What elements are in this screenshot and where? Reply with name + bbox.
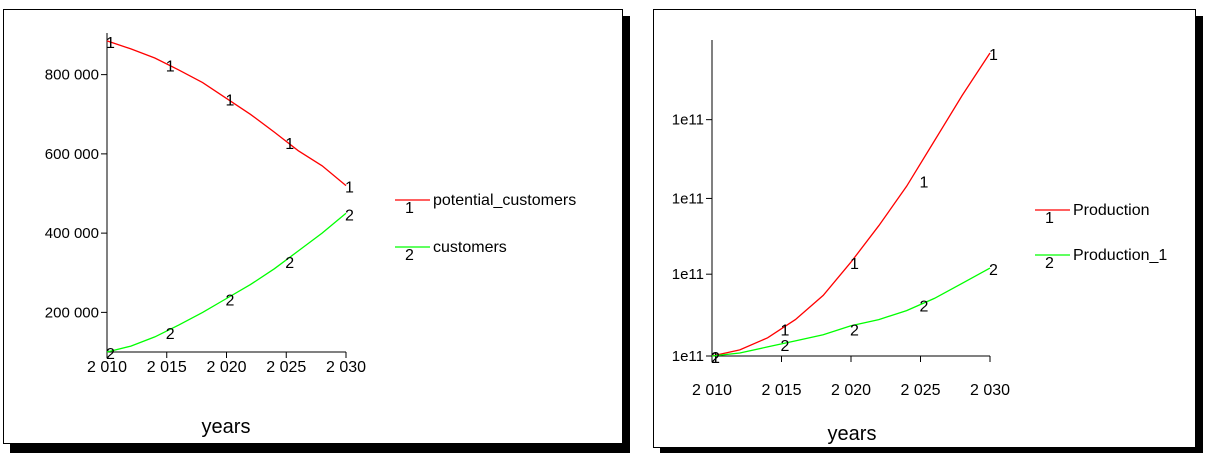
chart-2-series-1-marker: 1: [989, 47, 998, 64]
chart-1-series-2-marker: 2: [345, 207, 354, 224]
chart-1-series-1-line: [106, 40, 347, 187]
chart-2-series-2-marker: 2: [711, 350, 720, 367]
chart-2-x-tick-label: 2 020: [831, 382, 871, 399]
chart-1-series-1-marker: 1: [226, 92, 235, 109]
chart-1-x-tick-label: 2 020: [206, 359, 246, 376]
chart-1-x-axis-label: years: [202, 416, 251, 438]
chart-2-y-tick-label: 1e11: [672, 112, 704, 129]
chart-1-legend-label-2: customers: [433, 239, 507, 256]
chart-2-series-1-marker: 1: [920, 174, 929, 191]
chart-1-x-tick-label: 2 015: [147, 359, 187, 376]
chart-2-y-tick-label: 1e11: [672, 190, 704, 207]
chart-2-x-axis-label: years: [828, 423, 877, 445]
chart-2-legend-label-2: Production_1: [1073, 247, 1167, 264]
chart-2-panel: [653, 9, 1196, 448]
chart-1-series-1-marker: 1: [285, 136, 294, 153]
chart-2-series-2-marker: 2: [989, 262, 998, 279]
chart-1-series-1-marker: 1: [106, 35, 115, 52]
chart-2-x-tick-label: 2 010: [692, 382, 732, 399]
chart-1-panel: [3, 9, 623, 444]
chart-2-series-2-marker: 2: [850, 323, 859, 340]
chart-2-y-tick-label: 1e11: [672, 266, 704, 283]
chart-1-y-tick-label: 800 000: [45, 67, 99, 84]
chart-1-x-tick-label: 2 010: [87, 359, 127, 376]
chart-1-series-1-marker: 1: [345, 180, 354, 197]
chart-1-legend-label-1: potential_customers: [433, 192, 576, 209]
chart-1-y-tick-label: 400 000: [45, 225, 99, 242]
chart-2-x-tick-label: 2 025: [900, 382, 940, 399]
chart-2-series-1-marker: 1: [850, 256, 859, 273]
chart-1-y-tick-label: 600 000: [45, 146, 99, 163]
chart-1-series-2-marker: 2: [226, 293, 235, 310]
chart-2-series-1-marker: 1: [781, 323, 790, 340]
chart-2-legend-marker-2: 2: [1045, 255, 1054, 272]
chart-2-series-1-marker: 1: [711, 350, 720, 367]
chart-1-series-2-marker: 2: [166, 326, 175, 343]
chart-2-series-2-marker: 2: [781, 338, 790, 355]
chart-1-series-2-line: [106, 212, 347, 353]
chart-1-series-2-marker: 2: [285, 255, 294, 272]
chart-1-x-tick-label: 2 030: [326, 359, 366, 376]
chart-2-x-tick-label: 2 015: [761, 382, 801, 399]
chart-2-series-2-line: [711, 267, 991, 357]
chart-1-y-tick-label: 200 000: [45, 304, 99, 321]
chart-2-legend-marker-1: 1: [1045, 210, 1054, 227]
chart-2-y-tick-label: 1e11: [672, 348, 704, 365]
chart-1-series-2-marker: 2: [106, 346, 115, 363]
chart-1-series-1-marker: 1: [166, 59, 175, 76]
chart-2-series-2-marker: 2: [920, 298, 929, 315]
chart-1-legend-marker-1: 1: [405, 200, 414, 217]
chart-2-legend-label-1: Production: [1073, 202, 1150, 219]
chart-1-legend-marker-2: 2: [405, 247, 414, 264]
chart-2-series-1-line: [711, 52, 991, 357]
chart-1-x-tick-label: 2 025: [266, 359, 306, 376]
chart-2-x-tick-label: 2 030: [970, 382, 1010, 399]
